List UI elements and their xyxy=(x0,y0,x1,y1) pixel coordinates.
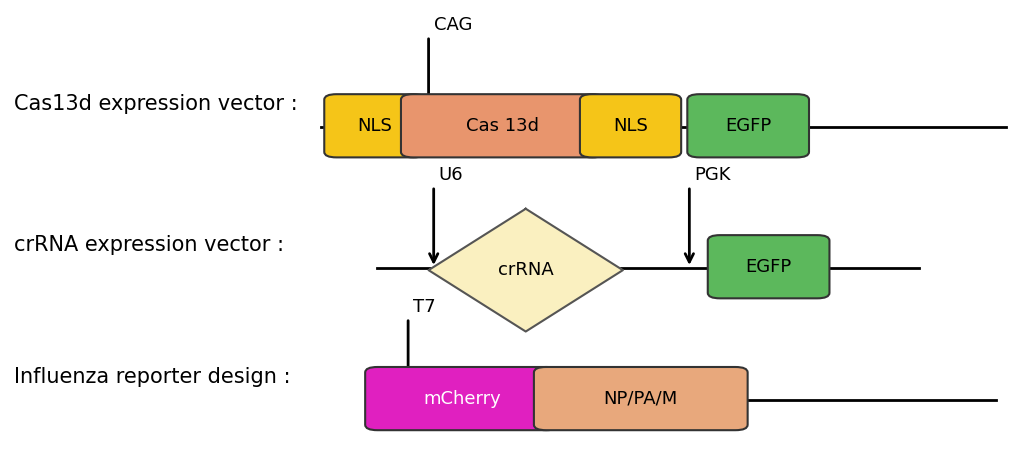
Text: EGFP: EGFP xyxy=(725,117,771,135)
Text: Cas 13d: Cas 13d xyxy=(466,117,539,135)
Text: CAG: CAG xyxy=(434,16,472,34)
Text: Influenza reporter design :: Influenza reporter design : xyxy=(14,367,291,387)
FancyBboxPatch shape xyxy=(365,367,559,430)
FancyBboxPatch shape xyxy=(325,94,426,157)
Text: mCherry: mCherry xyxy=(423,389,501,407)
Text: U6: U6 xyxy=(439,166,463,184)
Text: crRNA: crRNA xyxy=(498,261,554,279)
FancyBboxPatch shape xyxy=(534,367,747,430)
Text: crRNA expression vector :: crRNA expression vector : xyxy=(14,235,285,255)
Text: NLS: NLS xyxy=(613,117,648,135)
Text: NP/PA/M: NP/PA/M xyxy=(604,389,678,407)
FancyBboxPatch shape xyxy=(688,94,809,157)
Text: Cas13d expression vector :: Cas13d expression vector : xyxy=(14,94,298,114)
FancyBboxPatch shape xyxy=(707,235,830,298)
FancyBboxPatch shape xyxy=(579,94,681,157)
Polygon shape xyxy=(429,209,623,332)
FancyBboxPatch shape xyxy=(401,94,604,157)
Text: T7: T7 xyxy=(413,298,436,316)
Text: PGK: PGK xyxy=(695,166,731,184)
Text: NLS: NLS xyxy=(358,117,393,135)
Text: EGFP: EGFP xyxy=(745,258,792,276)
